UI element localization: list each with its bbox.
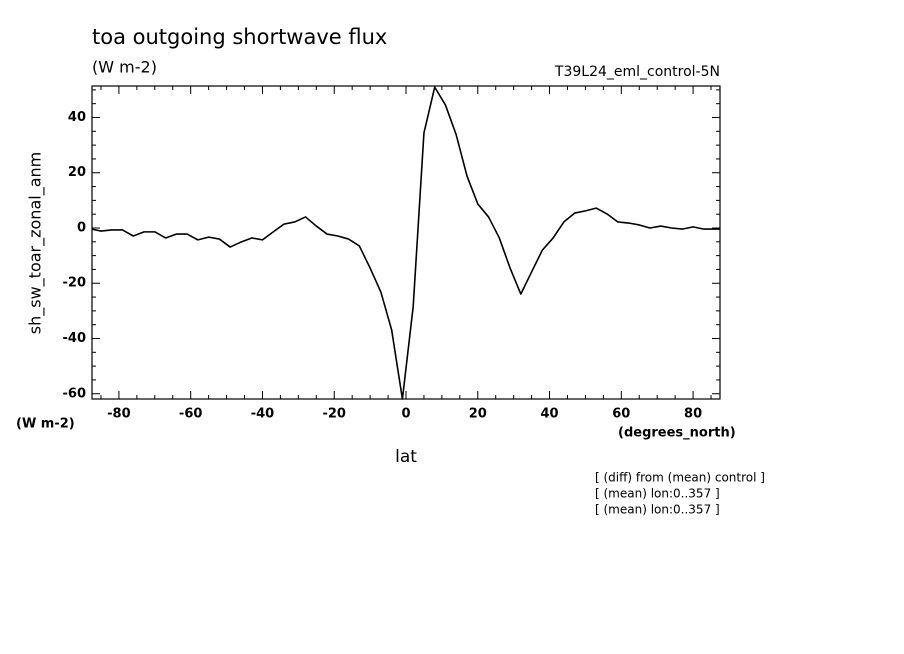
x-tick-label: 60 — [612, 407, 630, 422]
x-tick-label: 40 — [540, 407, 558, 422]
x-tick-label: 80 — [684, 407, 702, 422]
x-tick-label: -60 — [179, 407, 203, 422]
x-tick-label: -80 — [107, 407, 131, 422]
x-tick-label: 0 — [401, 407, 410, 422]
y-tick-label: 20 — [68, 165, 86, 180]
x-units: (degrees_north) — [618, 426, 736, 441]
y-axis-label: sh_sw_toar_zonal_anm — [26, 152, 46, 334]
x-tick-label: -40 — [251, 407, 275, 422]
note: [ (mean) lon:0..357 ] — [595, 503, 720, 517]
dataset-label: T39L24_eml_control-5N — [554, 64, 720, 80]
y-units: (W m-2) — [16, 417, 75, 432]
x-tick-label: -20 — [322, 407, 346, 422]
note: [ (mean) lon:0..357 ] — [595, 487, 720, 501]
plot-frame — [91, 85, 721, 400]
y-tick-label: 0 — [77, 220, 86, 235]
y-tick-label: -40 — [63, 331, 87, 346]
chart-subtitle: (W m-2) — [92, 58, 157, 77]
y-tick-label: 40 — [68, 110, 86, 125]
chart-title: toa outgoing shortwave flux — [92, 25, 387, 49]
y-tick-label: -20 — [63, 276, 87, 291]
x-axis-label: lat — [395, 447, 417, 467]
x-tick-label: 20 — [469, 407, 487, 422]
y-tick-label: -60 — [63, 386, 87, 401]
note: [ (diff) from (mean) control ] — [595, 471, 765, 485]
data-line — [91, 86, 720, 400]
